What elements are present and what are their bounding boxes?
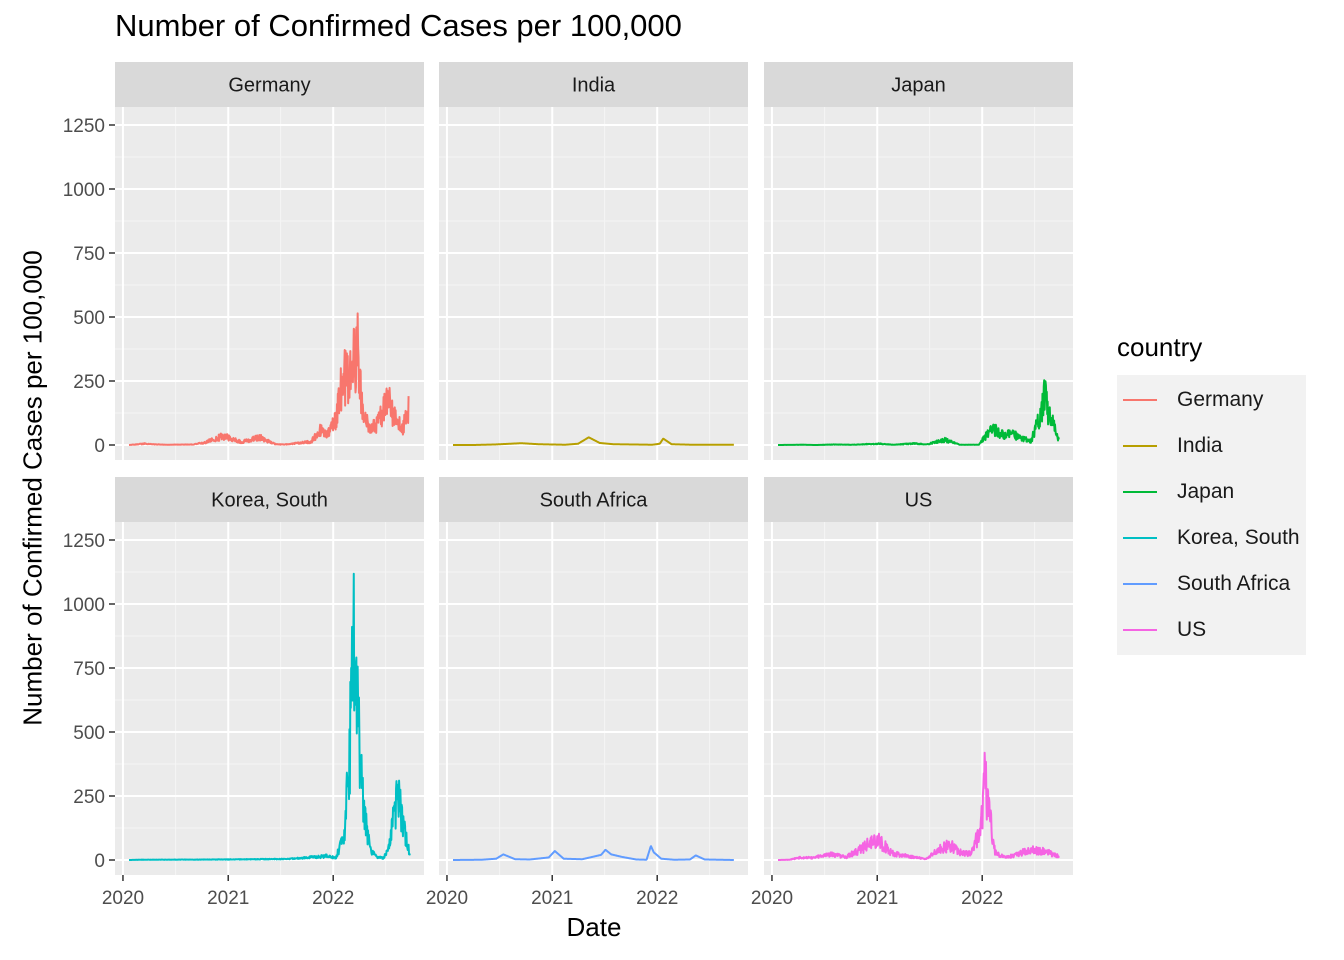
x-tick-label: 2021 — [531, 888, 573, 909]
facet-strip-south-africa — [439, 477, 748, 522]
x-tick-label: 2021 — [207, 888, 249, 909]
legend-item-japan: Japan — [1117, 469, 1300, 515]
series-line-korea-south — [128, 572, 411, 861]
legend-label: Korea, South — [1177, 526, 1300, 549]
chart-title: Number of Confirmed Cases per 100,000 — [115, 8, 682, 43]
panel-background-germany — [115, 107, 424, 460]
y-tick-label: 250 — [73, 787, 105, 808]
y-tick-label: 500 — [73, 308, 105, 329]
legend-item-india: India — [1117, 423, 1300, 469]
panel-background-south-africa — [439, 522, 748, 875]
facet-germany: Germany 0 250 500 750 1000 1250 — [63, 62, 424, 460]
y-tick-label: 1250 — [63, 116, 105, 137]
x-tick-label: 2022 — [961, 888, 1003, 909]
legend-item-us: US — [1117, 607, 1300, 653]
legend-line-swatch — [1123, 536, 1157, 540]
legend-key — [1117, 607, 1163, 653]
facet-south-africa: South Africa 2020 2021 2022 — [426, 477, 748, 909]
legend: country Germany India Japan Korea, South Sou… — [1117, 332, 1306, 655]
facet-label-south-africa: South Africa — [540, 490, 649, 512]
x-tick-label: 2022 — [312, 888, 354, 909]
legend-key — [1117, 377, 1163, 423]
y-tick-label: 0 — [94, 851, 105, 872]
legend-key — [1117, 561, 1163, 607]
legend-key — [1117, 515, 1163, 561]
facet-strip-us — [764, 477, 1073, 522]
y-tick-label: 750 — [73, 659, 105, 680]
facet-strip-india — [439, 62, 748, 107]
legend-label: US — [1177, 618, 1207, 641]
x-tick-label: 2020 — [751, 888, 793, 909]
panel-background-india — [439, 107, 748, 460]
y-tick-label: 250 — [73, 372, 105, 393]
facet-strip-germany — [115, 62, 424, 107]
panel-background-us — [764, 522, 1073, 875]
facet-label-india: India — [572, 75, 616, 97]
y-axis-label: Number of Confirmed Cases per 100,000 — [17, 250, 48, 726]
legend-item-korea-south: Korea, South — [1117, 515, 1300, 561]
facet-india: India — [439, 62, 748, 460]
legend-line-swatch — [1123, 490, 1157, 494]
legend-line-swatch — [1123, 444, 1157, 448]
facet-us: US 2020 2021 2022 — [751, 477, 1073, 909]
legend-label: India — [1177, 434, 1223, 457]
x-axis-label: Date — [566, 912, 622, 942]
y-tick-label: 750 — [73, 244, 105, 265]
y-tick-label: 1000 — [63, 180, 105, 201]
facet-label-korea-south: Korea, South — [211, 490, 328, 512]
legend-key — [1117, 469, 1163, 515]
series-line-south-africa — [452, 845, 735, 861]
facet-label-japan: Japan — [891, 75, 946, 97]
legend-line-swatch — [1123, 628, 1157, 632]
legend-line-swatch — [1123, 398, 1157, 402]
series-line-india — [452, 436, 735, 446]
legend-key — [1117, 423, 1163, 469]
x-tick-label: 2022 — [636, 888, 678, 909]
series-line-japan — [777, 379, 1060, 446]
y-tick-label: 500 — [73, 723, 105, 744]
legend-title: country — [1117, 332, 1203, 362]
facet-label-us: US — [905, 490, 933, 512]
x-tick-label: 2020 — [102, 888, 144, 909]
y-tick-label: 1250 — [63, 531, 105, 552]
legend-label: South Africa — [1177, 572, 1291, 595]
facet-korea-south: Korea, South 0 250 500 750 1000 1250 2020 2021 20… — [63, 477, 424, 909]
x-tick-label: 2020 — [426, 888, 468, 909]
y-tick-label: 0 — [94, 436, 105, 457]
legend-label: Japan — [1177, 480, 1235, 503]
facet-strip-japan — [764, 62, 1073, 107]
series-line-us — [777, 751, 1060, 861]
facet-japan: Japan — [764, 62, 1073, 460]
facet-strip-korea-south — [115, 477, 424, 522]
panel-background-korea-south — [115, 522, 424, 875]
legend-item-south-africa: South Africa — [1117, 561, 1300, 607]
series-line-germany — [128, 312, 410, 446]
panel-background-japan — [764, 107, 1073, 460]
legend-line-swatch — [1123, 582, 1157, 586]
legend-box: Germany India Japan Korea, South South Afric… — [1117, 375, 1306, 655]
x-tick-label: 2021 — [856, 888, 898, 909]
legend-label: Germany — [1177, 388, 1264, 411]
legend-item-germany: Germany — [1117, 377, 1300, 423]
facet-label-germany: Germany — [228, 75, 310, 97]
y-tick-label: 1000 — [63, 595, 105, 616]
